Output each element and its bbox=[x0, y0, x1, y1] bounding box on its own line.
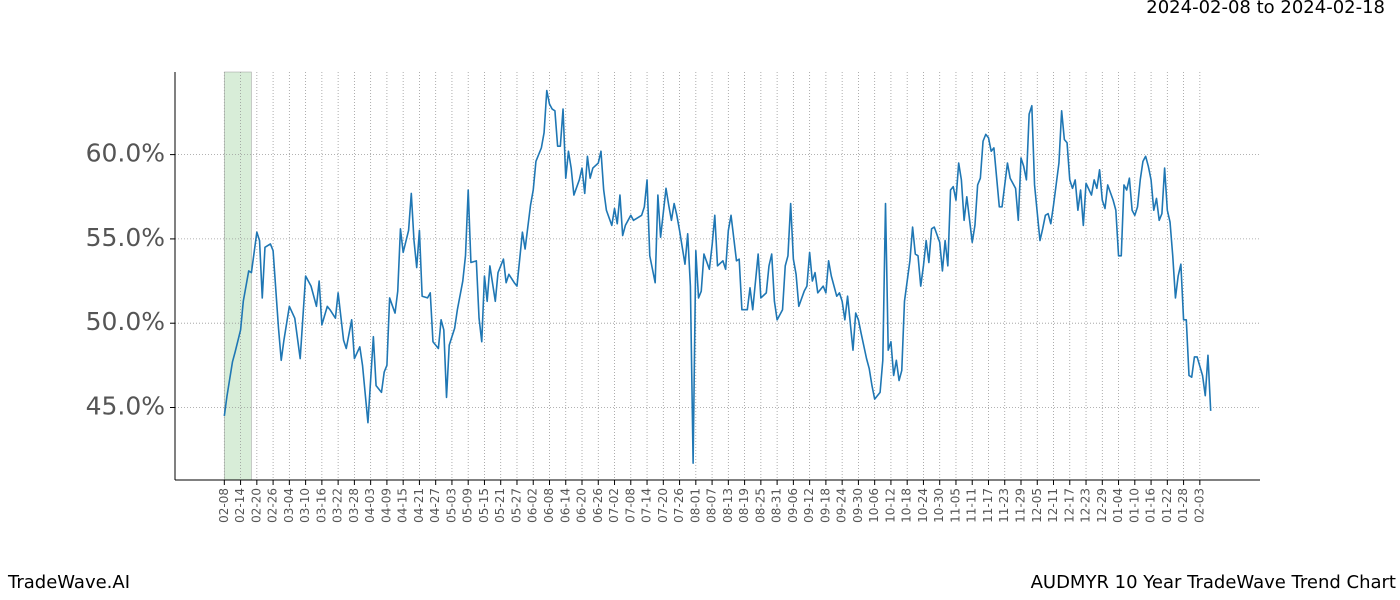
x-tick-label: 04-09 bbox=[379, 488, 393, 523]
x-tick-label: 10-12 bbox=[883, 488, 897, 523]
x-tick-label: 01-10 bbox=[1127, 488, 1141, 523]
x-tick-label: 09-18 bbox=[818, 488, 832, 523]
x-tick-label: 05-21 bbox=[493, 488, 507, 523]
x-tick-label: 04-27 bbox=[428, 488, 442, 523]
y-tick-label: 60.0% bbox=[86, 139, 165, 168]
x-tick-label: 06-20 bbox=[575, 488, 589, 523]
x-tick-label: 11-29 bbox=[1013, 488, 1027, 523]
x-tick-label: 07-26 bbox=[672, 488, 686, 523]
x-tick-label: 08-07 bbox=[705, 488, 719, 523]
x-tick-label: 12-17 bbox=[1062, 488, 1076, 523]
x-tick-label: 10-18 bbox=[900, 488, 914, 523]
x-tick-label: 01-22 bbox=[1160, 488, 1174, 523]
highlight-span bbox=[224, 71, 252, 481]
x-tick-label: 07-02 bbox=[607, 488, 621, 523]
x-tick-label: 05-03 bbox=[444, 488, 458, 523]
x-tick-label: 02-20 bbox=[249, 488, 263, 523]
date-range: 2024-02-08 to 2024-02-18 bbox=[1146, 0, 1385, 18]
x-tick-label: 01-28 bbox=[1176, 488, 1190, 523]
x-tick-label: 02-14 bbox=[233, 488, 247, 523]
x-tick-label: 01-04 bbox=[1111, 488, 1125, 523]
x-tick-label: 04-15 bbox=[396, 488, 410, 523]
y-tick-label: 55.0% bbox=[86, 223, 165, 252]
x-tick-label: 06-02 bbox=[526, 488, 540, 523]
x-tick-label: 03-28 bbox=[347, 488, 361, 523]
x-tick-label: 06-14 bbox=[558, 488, 572, 523]
x-tick-label: 04-03 bbox=[363, 488, 377, 523]
x-tick-label: 03-04 bbox=[282, 488, 296, 523]
chart-caption: AUDMYR 10 Year TradeWave Trend Chart bbox=[1031, 572, 1396, 593]
x-tick-label: 07-14 bbox=[640, 488, 654, 523]
x-tick-label: 11-11 bbox=[965, 488, 979, 523]
x-tick-label: 06-08 bbox=[542, 488, 556, 523]
x-tick-label: 09-12 bbox=[802, 488, 816, 523]
x-tick-label: 10-24 bbox=[916, 488, 930, 523]
x-tick-label: 02-26 bbox=[266, 488, 280, 523]
x-tick-label: 03-22 bbox=[331, 488, 345, 523]
trend-line bbox=[223, 89, 1212, 464]
y-tick-label: 50.0% bbox=[86, 307, 165, 336]
x-tick-label: 05-09 bbox=[461, 488, 475, 523]
x-tick-label: 07-08 bbox=[623, 488, 637, 523]
x-tick-label: 02-08 bbox=[217, 488, 231, 523]
x-tick-label: 05-15 bbox=[477, 488, 491, 523]
x-tick-label: 08-25 bbox=[753, 488, 767, 523]
x-tick-label: 12-05 bbox=[1030, 488, 1044, 523]
y-tick-label: 45.0% bbox=[86, 392, 165, 421]
x-tick-label: 06-26 bbox=[591, 488, 605, 523]
x-tick-label: 09-06 bbox=[786, 488, 800, 523]
x-tick-label: 08-31 bbox=[770, 488, 784, 523]
x-tick-label: 12-11 bbox=[1046, 488, 1060, 523]
x-tick-label: 11-05 bbox=[948, 488, 962, 523]
x-tick-label: 04-21 bbox=[412, 488, 426, 523]
x-tick-label: 11-17 bbox=[981, 488, 995, 523]
x-tick-label: 01-16 bbox=[1144, 488, 1158, 523]
x-tick-label: 05-27 bbox=[509, 488, 523, 523]
x-tick-label: 10-30 bbox=[932, 488, 946, 523]
x-tick-label: 08-13 bbox=[721, 488, 735, 523]
x-tick-label: 07-20 bbox=[656, 488, 670, 523]
x-tick-label: 12-29 bbox=[1095, 488, 1109, 523]
x-tick-label: 08-19 bbox=[737, 488, 751, 523]
x-tick-label: 08-01 bbox=[688, 488, 702, 523]
x-tick-label: 11-23 bbox=[997, 488, 1011, 523]
x-tick-label: 03-10 bbox=[298, 488, 312, 523]
x-tick-label: 10-06 bbox=[867, 488, 881, 523]
x-tick-label: 03-16 bbox=[314, 488, 328, 523]
x-tick-label: 12-23 bbox=[1079, 488, 1093, 523]
x-tick-label: 02-03 bbox=[1192, 488, 1206, 523]
x-tick-label: 09-24 bbox=[835, 488, 849, 523]
x-tick-label: 09-30 bbox=[851, 488, 865, 523]
brand: TradeWave.AI bbox=[7, 572, 130, 593]
